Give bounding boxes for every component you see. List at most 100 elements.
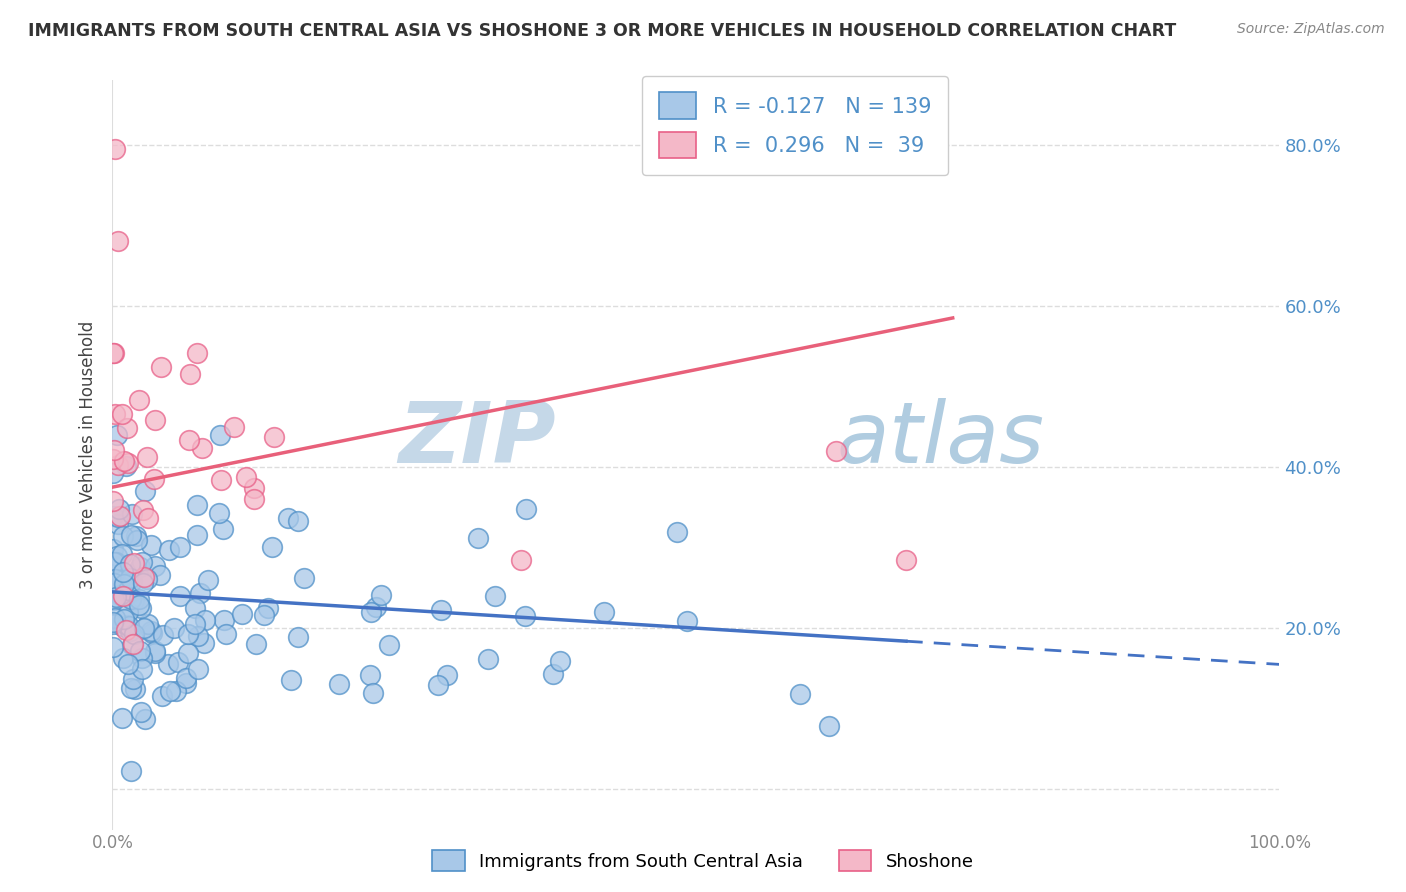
Y-axis label: 3 or more Vehicles in Household: 3 or more Vehicles in Household xyxy=(79,321,97,589)
Point xyxy=(162,621,184,635)
Point xyxy=(101,577,124,591)
Point xyxy=(117,583,139,598)
Point xyxy=(110,572,132,586)
Text: Source: ZipAtlas.com: Source: ZipAtlas.com xyxy=(1237,22,1385,37)
Point xyxy=(541,667,564,681)
Point xyxy=(105,549,128,563)
Point xyxy=(136,616,159,631)
Point xyxy=(253,608,276,623)
Point xyxy=(166,684,188,698)
Point xyxy=(131,651,153,665)
Point xyxy=(193,613,215,627)
Point xyxy=(134,483,156,498)
Point xyxy=(105,558,128,573)
Point xyxy=(101,509,124,524)
Point xyxy=(121,637,143,651)
Point xyxy=(143,559,166,574)
Text: IMMIGRANTS FROM SOUTH CENTRAL ASIA VS SHOSHONE 3 OR MORE VEHICLES IN HOUSEHOLD C: IMMIGRANTS FROM SOUTH CENTRAL ASIA VS SH… xyxy=(28,22,1177,40)
Point xyxy=(112,577,135,591)
Point xyxy=(231,607,253,621)
Point xyxy=(117,657,139,671)
Point xyxy=(894,552,917,566)
Point xyxy=(179,367,201,381)
Point xyxy=(117,456,139,470)
Point xyxy=(666,524,689,539)
Point xyxy=(120,528,142,542)
Point xyxy=(117,582,139,597)
Point xyxy=(370,588,392,602)
Point xyxy=(121,638,143,652)
Point xyxy=(157,543,180,558)
Point xyxy=(111,529,134,543)
Point xyxy=(209,427,232,442)
Point xyxy=(134,621,156,635)
Point xyxy=(169,589,191,603)
Point xyxy=(104,611,127,625)
Point xyxy=(112,590,135,604)
Point xyxy=(132,569,155,583)
Point xyxy=(120,681,142,695)
Point xyxy=(360,606,382,620)
Point xyxy=(104,572,127,586)
Point xyxy=(197,573,219,587)
Point xyxy=(129,601,152,615)
Point xyxy=(127,533,149,548)
Point xyxy=(363,686,385,700)
Point xyxy=(107,509,129,524)
Point xyxy=(112,454,135,468)
Point xyxy=(108,588,131,602)
Point xyxy=(186,528,208,542)
Point xyxy=(103,576,125,591)
Point xyxy=(101,346,124,360)
Point xyxy=(152,628,174,642)
Point xyxy=(436,668,458,682)
Point xyxy=(117,619,139,633)
Point xyxy=(550,654,572,668)
Point xyxy=(103,466,125,480)
Point xyxy=(190,442,212,456)
Point xyxy=(103,617,125,632)
Point xyxy=(359,668,381,682)
Point xyxy=(103,555,125,569)
Point xyxy=(105,555,128,569)
Point xyxy=(111,711,134,725)
Point xyxy=(128,560,150,574)
Point xyxy=(101,640,124,654)
Point xyxy=(186,346,208,360)
Point xyxy=(132,503,155,517)
Point xyxy=(128,598,150,612)
Point xyxy=(112,612,135,626)
Point xyxy=(129,705,152,719)
Point xyxy=(262,541,284,555)
Point xyxy=(118,571,141,585)
Point xyxy=(183,617,205,632)
Point xyxy=(378,638,401,652)
Point xyxy=(111,566,134,580)
Point xyxy=(193,636,215,650)
Point xyxy=(115,623,138,637)
Point xyxy=(128,392,150,407)
Text: atlas: atlas xyxy=(837,399,1045,482)
Point xyxy=(124,682,146,697)
Point xyxy=(138,511,160,525)
Point xyxy=(101,542,124,557)
Point xyxy=(328,676,350,690)
Point xyxy=(136,450,159,464)
Point xyxy=(101,615,124,629)
Legend: Immigrants from South Central Asia, Shoshone: Immigrants from South Central Asia, Shos… xyxy=(425,843,981,879)
Point xyxy=(224,419,246,434)
Point xyxy=(157,657,180,671)
Point xyxy=(212,614,235,628)
Point xyxy=(149,567,172,582)
Point xyxy=(135,572,157,586)
Point xyxy=(131,555,153,569)
Point xyxy=(118,624,141,639)
Point xyxy=(131,575,153,590)
Point xyxy=(167,655,190,669)
Point xyxy=(825,443,848,458)
Point xyxy=(243,492,266,507)
Point xyxy=(110,407,132,421)
Point xyxy=(676,614,699,628)
Point xyxy=(430,603,453,617)
Point xyxy=(108,502,131,516)
